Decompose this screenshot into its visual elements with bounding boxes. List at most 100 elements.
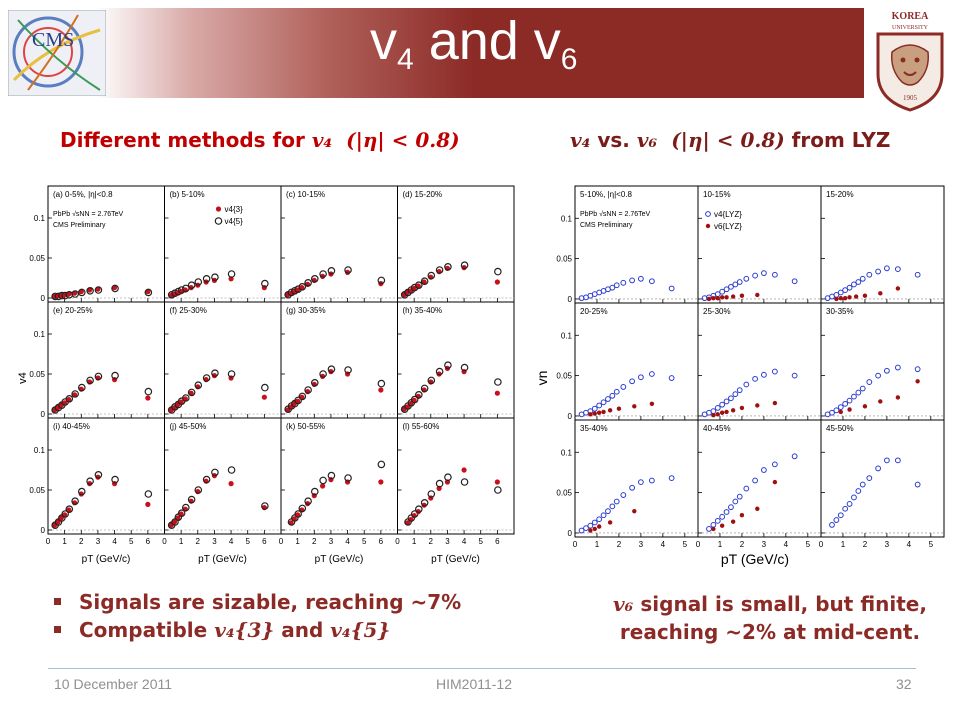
v4-lyz-point <box>596 402 603 409</box>
v4-5-point <box>444 361 452 370</box>
v6-lyz-point <box>895 395 901 400</box>
v4-5-point <box>194 381 203 390</box>
v4-5-point <box>86 287 94 295</box>
v4-lyz-point <box>883 367 890 374</box>
v4-5-point <box>344 474 352 482</box>
v4-lyz-point <box>600 399 607 406</box>
v6-lyz-point <box>739 293 745 298</box>
v4-lyz-point <box>620 384 627 390</box>
v4-3-point <box>494 390 500 396</box>
v4-5-point <box>304 279 312 287</box>
x-tick-label: 1 <box>295 537 300 546</box>
v4-5-point <box>71 497 79 506</box>
v4-lyz-point <box>846 397 853 404</box>
v4-5-point <box>460 261 469 270</box>
v4-5-point <box>427 376 436 385</box>
v4-3-point <box>145 501 151 507</box>
panel-frame <box>820 302 945 421</box>
v4-5-point <box>460 478 469 486</box>
page-title: v4 and v6 <box>370 11 578 76</box>
v4-5-point <box>298 504 307 513</box>
v6-lyz-point <box>739 405 745 411</box>
panel-frame <box>397 417 515 535</box>
v4-lyz-point <box>600 512 607 519</box>
v6-lyz-point <box>592 411 597 416</box>
v4-5-point <box>187 495 196 504</box>
y-axis-label: v4 <box>17 372 29 384</box>
v4-5-point <box>304 386 312 394</box>
panel-label: (j) 45-50% <box>170 422 207 431</box>
y-tick-label: 0.1 <box>34 330 46 339</box>
x-tick-label: 0 <box>46 537 51 546</box>
x-tick-label: 4 <box>907 540 912 549</box>
v4-5-point <box>494 378 502 386</box>
v4-5-point <box>227 370 236 378</box>
x-axis-label: pT (GeV/c) <box>721 551 789 567</box>
v4-lyz-point <box>875 465 882 472</box>
v6-lyz-point <box>719 410 725 415</box>
y-tick-label: 0 <box>41 526 46 535</box>
v6-lyz-point <box>730 294 736 299</box>
v4-lyz-point <box>743 381 750 388</box>
legend-v6-lyz-marker <box>705 223 711 229</box>
v4-lyz-point <box>829 521 835 528</box>
v4-lyz-point <box>736 387 743 394</box>
v4-lyz-point <box>855 389 862 396</box>
v4-lyz-point <box>732 498 739 505</box>
v4-lyz-point <box>752 272 759 279</box>
v4-lyz-point <box>914 366 921 373</box>
legend-v4-lyz: v4{LYZ} <box>714 210 742 219</box>
v4-5-point <box>144 490 153 498</box>
v4-lyz-point <box>613 388 620 395</box>
v4-lyz-point <box>883 457 890 464</box>
x-tick-label: 4 <box>345 537 350 546</box>
v6-lyz-point <box>715 295 720 301</box>
panel-frame <box>697 302 822 421</box>
v4-5-point <box>202 275 211 283</box>
v4-lyz-point <box>791 453 798 460</box>
v4-5-point <box>144 288 153 297</box>
v4-lyz-point <box>620 492 627 498</box>
v6-lyz-point <box>724 295 729 300</box>
v4-5-point <box>344 366 352 374</box>
v4-lyz-point <box>842 287 849 293</box>
v4-lyz-point <box>791 278 798 285</box>
v4-5-point <box>494 267 502 276</box>
korea-university-logo: KOREA UNIVERSITY 1905 <box>876 11 944 112</box>
v4-lyz-point <box>728 283 734 290</box>
v6-summary-text: v₆ signal is small, but finite, reaching… <box>613 592 927 644</box>
y-tick-label: 0.05 <box>29 370 45 379</box>
v4-lyz-point <box>637 479 644 486</box>
x-tick-label: 5 <box>478 537 483 546</box>
v4-lyz-point <box>859 481 866 488</box>
panel-label: (b) 5-10% <box>170 190 205 199</box>
v4-5-point <box>202 475 211 484</box>
v6-lyz-point <box>632 404 637 409</box>
v6-lyz-point <box>755 292 760 298</box>
y-tick-label: 0.1 <box>561 448 573 457</box>
legend-v4-5-marker <box>214 217 223 225</box>
v4-5-point <box>77 487 86 496</box>
v6-lyz-point <box>755 506 760 511</box>
v4-5-point <box>187 281 196 290</box>
x-tick-label: 5 <box>129 537 134 546</box>
v4-5-point <box>94 286 103 294</box>
v4-lyz-point <box>723 398 730 405</box>
y-tick-label: 0 <box>41 294 46 303</box>
v4-5-point <box>211 468 219 477</box>
v4-5-point <box>319 476 327 485</box>
v4-lyz-point <box>894 266 901 273</box>
v4-lyz-point <box>648 371 655 377</box>
v6-lyz-point <box>739 513 745 518</box>
v6-lyz-point <box>632 508 637 514</box>
x-tick-label: 2 <box>429 537 434 546</box>
v4-lyz-point <box>743 275 750 282</box>
legend-v6-lyz: v6{LYZ} <box>714 222 742 231</box>
v6-lyz-point <box>719 523 725 528</box>
v4-5-point <box>65 505 74 514</box>
v4-5-point <box>460 363 469 372</box>
y-tick-label: 0.1 <box>561 214 573 223</box>
v4-lyz-point <box>771 368 778 375</box>
v4-5-point <box>65 395 74 403</box>
v4-lyz-point <box>829 409 835 416</box>
